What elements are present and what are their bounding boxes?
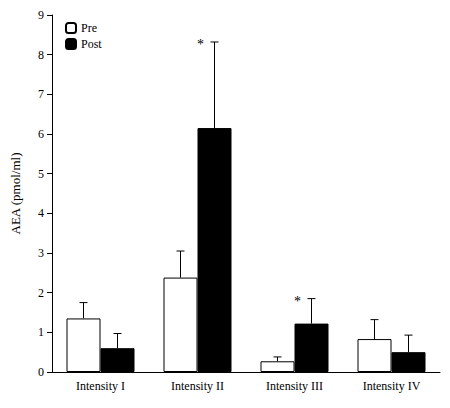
svg-text:4: 4 — [38, 206, 44, 220]
svg-text:Intensity III: Intensity III — [266, 379, 323, 393]
svg-text:6: 6 — [38, 127, 44, 141]
svg-text:*: * — [294, 294, 301, 309]
svg-text:Intensity IV: Intensity IV — [363, 379, 421, 393]
svg-text:Intensity I: Intensity I — [76, 379, 125, 393]
svg-text:7: 7 — [38, 87, 44, 101]
svg-text:8: 8 — [38, 48, 44, 62]
svg-text:Pre: Pre — [81, 21, 97, 35]
svg-text:*: * — [197, 37, 204, 52]
svg-text:9: 9 — [38, 8, 44, 22]
svg-text:Post: Post — [81, 37, 102, 51]
svg-text:Intensity II: Intensity II — [171, 379, 224, 393]
svg-text:3: 3 — [38, 246, 44, 260]
svg-text:1: 1 — [38, 325, 44, 339]
svg-text:5: 5 — [38, 167, 44, 181]
svg-text:2: 2 — [38, 286, 44, 300]
svg-text:AEA (pmol/ml): AEA (pmol/ml) — [8, 153, 23, 235]
svg-text:0: 0 — [38, 365, 44, 379]
